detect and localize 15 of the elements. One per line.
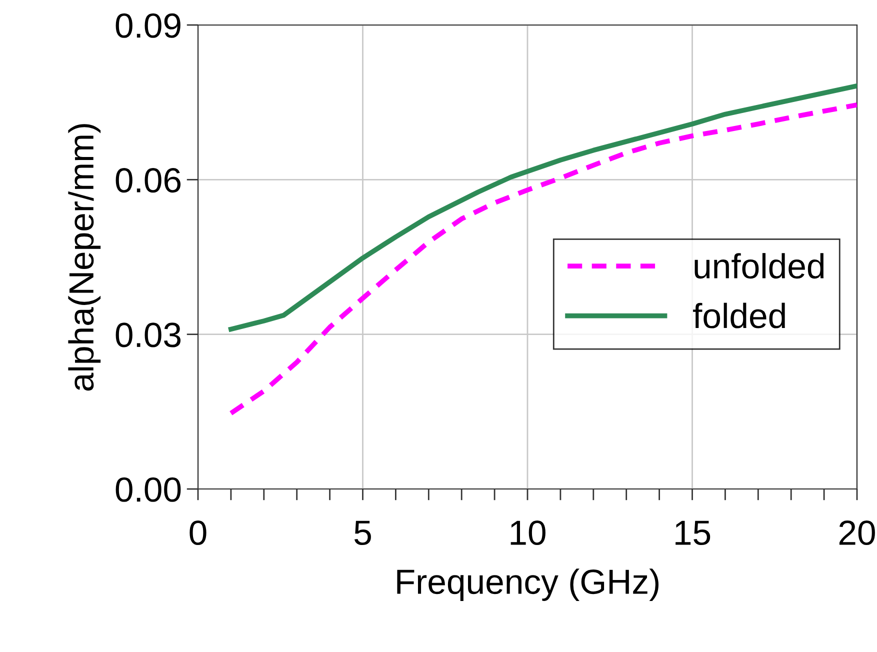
legend-label: folded xyxy=(693,302,785,328)
y-tick-label: 0.06 xyxy=(116,168,181,193)
x-tick-label: 0 xyxy=(190,520,206,546)
x-tick-label: 10 xyxy=(510,520,546,546)
line-series xyxy=(228,83,857,332)
x-axis-title: Frequency (GHz) xyxy=(397,568,658,601)
legend-label: unfolded xyxy=(694,253,824,279)
y-tick-label: 0.00 xyxy=(116,477,181,502)
x-tick-label: 15 xyxy=(676,520,710,546)
x-tick-label: 5 xyxy=(354,520,371,546)
y-tick-label: 0.03 xyxy=(116,322,181,348)
y-axis-title: alpha(Neper/mm) xyxy=(68,124,101,391)
x-tick-label: 20 xyxy=(839,520,875,546)
line-series xyxy=(228,102,857,416)
y-tick-label: 0.09 xyxy=(116,13,180,38)
